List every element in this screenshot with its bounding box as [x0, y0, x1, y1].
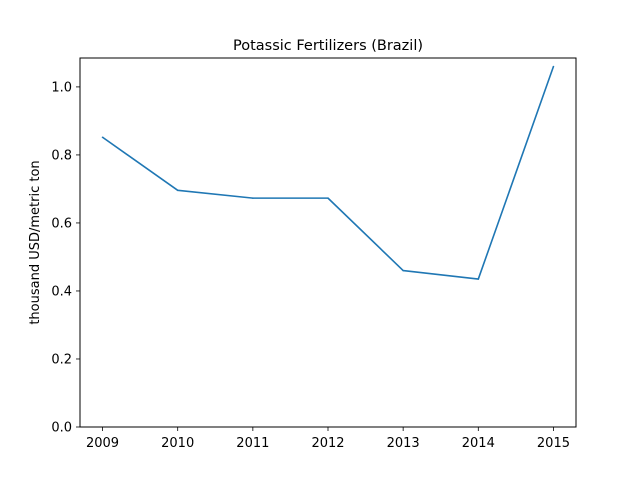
x-tick-label: 2015: [537, 436, 570, 451]
chart-title: Potassic Fertilizers (Brazil): [233, 38, 423, 54]
x-tick-label: 2014: [462, 436, 495, 451]
x-axis: 2009 2010 2011 2012 2013 2014 2015: [86, 427, 570, 451]
data-point: [552, 65, 555, 68]
y-tick-label: 0.0: [51, 421, 72, 436]
data-point: [252, 197, 254, 199]
data-point: [176, 189, 179, 192]
x-tick-label: 2013: [387, 436, 420, 451]
x-tick-label: 2012: [311, 436, 344, 451]
x-tick-label: 2010: [161, 436, 194, 451]
x-tick-label: 2011: [236, 436, 269, 451]
x-tick-label: 2009: [86, 436, 119, 451]
y-tick-label: 0.6: [51, 216, 72, 231]
y-tick-label: 0.8: [51, 148, 72, 163]
data-point: [327, 197, 329, 199]
y-axis-label: thousand USD/metric ton: [28, 160, 43, 324]
data-point: [402, 269, 404, 272]
data-point: [477, 278, 480, 280]
y-tick-label: 0.2: [51, 352, 72, 367]
y-tick-label: 0.4: [51, 284, 72, 299]
plot-area: [101, 65, 555, 280]
axes-frame: [79, 57, 577, 428]
y-axis: 0.0 0.2 0.4 0.6 0.8 1.0: [51, 80, 80, 436]
y-tick-label: 1.0: [51, 80, 72, 95]
data-point: [101, 136, 104, 139]
